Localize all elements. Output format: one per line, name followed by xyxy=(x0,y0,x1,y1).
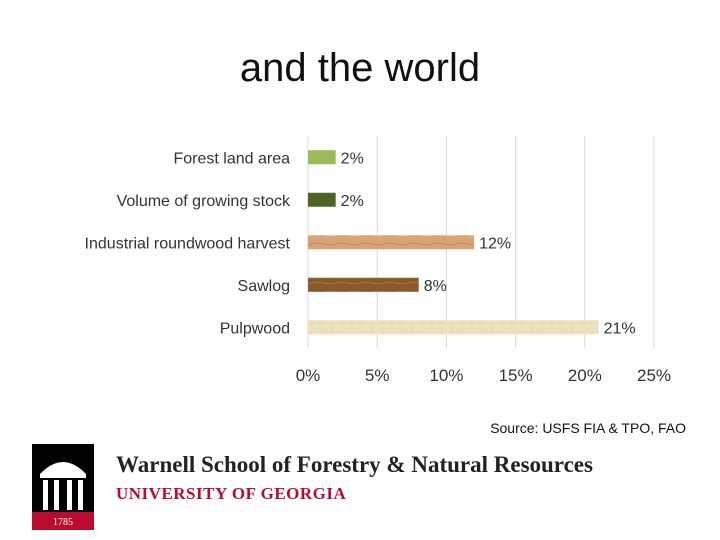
x-tick-label: 10% xyxy=(429,366,463,385)
bar xyxy=(308,320,599,335)
bar-chart: 0% 5% 10% 15% 20% 25% Forest land area 2% Volume… xyxy=(85,136,671,385)
category-label: Pulpwood xyxy=(220,320,290,337)
value-label: 8% xyxy=(424,278,447,295)
university-arch-logo: 1785 xyxy=(32,444,94,530)
bars xyxy=(308,150,599,335)
x-tick-label: 0% xyxy=(296,366,321,385)
value-label: 12% xyxy=(479,235,511,252)
x-tick-label: 20% xyxy=(568,366,602,385)
source-note: Source: USFS FIA & TPO, FAO xyxy=(490,420,686,436)
value-label: 2% xyxy=(341,193,364,210)
category-label: Sawlog xyxy=(238,278,290,295)
bar xyxy=(308,192,336,207)
category-label: Industrial roundwood harvest xyxy=(85,235,291,252)
labels: 0% 5% 10% 15% 20% 25% Forest land area 2% Volume… xyxy=(85,150,671,385)
slide-title: and the world xyxy=(239,46,481,90)
seal-year: 1785 xyxy=(53,517,73,528)
x-tick-label: 15% xyxy=(499,366,533,385)
x-tick-label: 25% xyxy=(637,366,671,385)
bar xyxy=(308,277,419,292)
footer-branding: 1785 Warnell School of Forestry & Natura… xyxy=(30,442,700,534)
category-label: Volume of growing stock xyxy=(117,193,291,210)
bar xyxy=(308,235,475,250)
value-label: 21% xyxy=(604,320,636,337)
bar xyxy=(308,150,336,165)
x-tick-label: 5% xyxy=(365,366,390,385)
school-name: Warnell School of Forestry & Natural Res… xyxy=(116,452,593,477)
category-label: Forest land area xyxy=(173,150,290,167)
university-name: UNIVERSITY OF GEORGIA xyxy=(116,484,347,503)
value-label: 2% xyxy=(341,150,364,167)
